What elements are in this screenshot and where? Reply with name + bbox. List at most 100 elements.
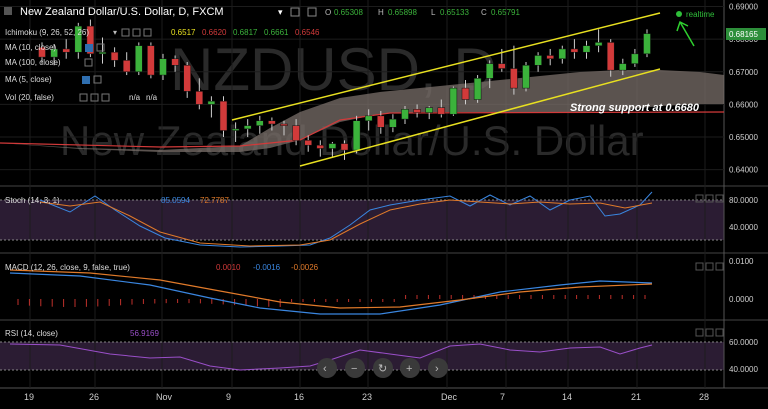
price-tick-label: 0.67000	[729, 68, 758, 77]
ichimoku-value-2: 0.6620	[202, 28, 227, 37]
close-icon[interactable]	[143, 28, 152, 37]
rsi-tick-label: 60.0000	[729, 338, 758, 347]
time-tick-label: Dec	[441, 392, 458, 402]
eye-icon[interactable]	[93, 75, 102, 84]
candle	[292, 125, 300, 141]
red-line	[0, 111, 725, 148]
macd-layer: 0.0100 0.0000	[9, 257, 754, 315]
ma5-label[interactable]: MA (5, close)	[5, 75, 52, 84]
l-value: 0.65133	[440, 8, 469, 17]
ichimoku-value-1: 0.6517	[171, 28, 196, 37]
panel-down-icon[interactable]	[705, 194, 714, 203]
stoch-k-value: 85.0594	[161, 196, 190, 205]
candle	[171, 58, 179, 66]
candle	[522, 65, 530, 89]
stoch-d-line	[39, 199, 653, 247]
panel-up-icon[interactable]	[695, 194, 704, 203]
reset-icon: ↻	[378, 363, 387, 375]
macd-signal-line	[9, 269, 653, 309]
vol-value-1: n/a	[129, 93, 141, 102]
eye-icon[interactable]	[96, 43, 105, 52]
macd-line-value: -0.0016	[253, 263, 281, 272]
time-tick-label: 14	[562, 392, 572, 402]
ma10-label[interactable]: MA (10, close)	[5, 43, 56, 52]
settings-icon[interactable]	[82, 76, 90, 84]
candle	[207, 100, 216, 105]
scroll-right-button[interactable]	[428, 358, 448, 378]
zoom-in-button[interactable]	[400, 358, 420, 378]
channel-upper-line	[231, 12, 661, 121]
price-tick-label: 0.66000	[729, 100, 758, 109]
c-label: C	[481, 8, 487, 17]
vol-label[interactable]: Vol (20, false)	[5, 93, 54, 102]
candle	[510, 68, 518, 89]
candle	[570, 48, 579, 53]
menu-icon[interactable]	[4, 7, 12, 15]
stoch-label[interactable]: Stoch (14, 3, 1)	[5, 196, 60, 205]
panel-up-icon[interactable]	[695, 262, 704, 271]
candle	[183, 65, 191, 92]
symbol-title[interactable]: New Zealand Dollar/U.S. Dollar, D, FXCM	[20, 6, 224, 18]
eye-icon[interactable]	[132, 28, 141, 37]
panel-up-icon[interactable]	[695, 328, 704, 337]
candle	[62, 48, 70, 53]
panel-close-icon[interactable]	[715, 262, 724, 271]
o-label: O	[325, 8, 331, 17]
panel-close-icon[interactable]	[715, 194, 724, 203]
settings-icon[interactable]	[290, 7, 300, 17]
l-label: L	[431, 8, 436, 17]
c-value: 0.65791	[491, 8, 520, 17]
ichimoku-label[interactable]: Ichimoku (9, 26, 52, 26)	[5, 28, 89, 37]
eye-icon[interactable]	[307, 7, 317, 17]
candle	[461, 87, 470, 100]
rsi-label[interactable]: RSI (14, close)	[5, 329, 58, 338]
panel-down-icon[interactable]	[705, 262, 714, 271]
candle	[316, 144, 325, 149]
candle	[159, 58, 167, 76]
candle	[377, 115, 385, 128]
time-tick-label: 28	[699, 392, 709, 402]
close-icon[interactable]	[101, 93, 110, 102]
h-label: H	[378, 8, 384, 17]
stoch-layer: 80.0000 40.0000	[0, 191, 758, 248]
candle	[219, 100, 228, 131]
time-axis: 19 26 Nov 9 16 23 Dec 7 14 21 28	[24, 392, 709, 402]
macd-label[interactable]: MACD (12, 26, close, 9, false, true)	[5, 263, 130, 272]
candle	[619, 63, 627, 71]
candle	[38, 47, 46, 58]
price-tick-label: 0.69000	[729, 3, 758, 12]
scroll-left-button[interactable]	[317, 358, 337, 378]
rsi-line	[9, 343, 653, 371]
candle	[449, 87, 458, 115]
cloud-area	[0, 70, 724, 152]
watermark-name: New Zealand Dollar/U.S. Dollar	[60, 117, 644, 164]
candle	[50, 48, 58, 58]
settings-icon[interactable]	[121, 28, 130, 37]
time-tick-label: 16	[294, 392, 304, 402]
chevron-right-icon: ›	[435, 363, 439, 375]
stoch-k-line	[39, 191, 653, 248]
candle	[340, 143, 349, 151]
ichimoku-value-3: 0.6817	[233, 28, 258, 37]
candle	[231, 128, 240, 131]
settings-icon[interactable]	[84, 58, 93, 67]
zoom-out-button[interactable]	[345, 358, 365, 378]
stoch-tick-label: 80.0000	[729, 196, 758, 205]
reset-button[interactable]	[373, 358, 393, 378]
rsi-value: 56.9169	[130, 329, 159, 338]
candle	[485, 63, 494, 79]
settings-icon[interactable]	[79, 93, 88, 102]
chevron-down-icon[interactable]: ▾	[113, 28, 117, 37]
ma100-label[interactable]: MA (100, close)	[5, 58, 61, 67]
chevron-down-icon[interactable]: ▾	[278, 7, 283, 17]
candle	[498, 63, 506, 69]
eye-icon[interactable]	[90, 93, 99, 102]
candle	[425, 107, 433, 113]
o-value: 0.65308	[334, 8, 363, 17]
settings-icon[interactable]	[85, 44, 93, 52]
current-price-box	[726, 28, 766, 40]
panel-down-icon[interactable]	[705, 328, 714, 337]
panel-close-icon[interactable]	[715, 328, 724, 337]
candle	[135, 45, 143, 73]
